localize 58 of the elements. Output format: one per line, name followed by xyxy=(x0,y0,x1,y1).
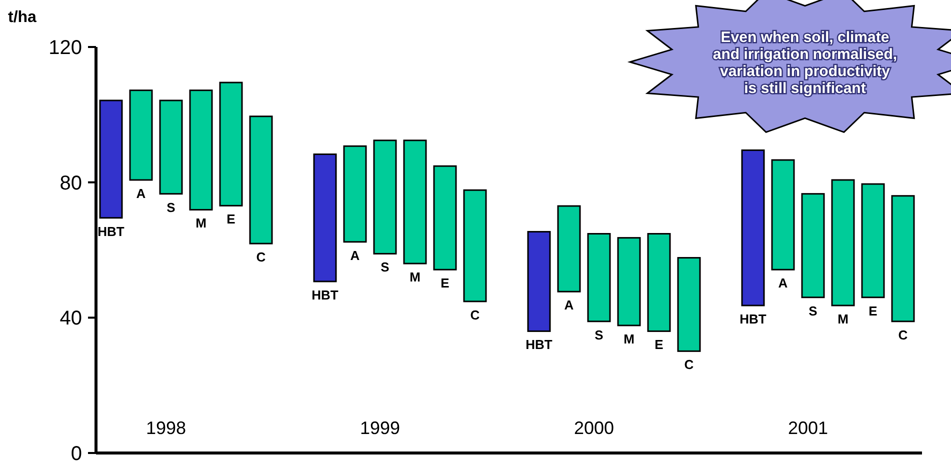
y-tick-label: 120 xyxy=(48,37,82,59)
series-label: A xyxy=(136,186,146,201)
annotation: Even when soil, climate and irrigation normalised, variation in productivity is still significant xyxy=(712,28,898,97)
x-tick-label: 2001 xyxy=(788,418,828,438)
text: S xyxy=(380,260,390,275)
bar xyxy=(771,159,795,270)
text: E xyxy=(440,276,450,291)
text: A xyxy=(350,248,360,263)
y-tick-label: 0 xyxy=(70,443,82,463)
text: HBT xyxy=(740,311,766,326)
bar xyxy=(159,100,183,195)
bar xyxy=(587,233,611,322)
text: A xyxy=(778,276,788,291)
bar xyxy=(219,82,243,206)
bar xyxy=(677,257,701,352)
bar xyxy=(861,183,885,298)
bar xyxy=(403,140,427,264)
bar xyxy=(831,179,855,306)
text: E xyxy=(868,303,878,318)
bar xyxy=(373,140,397,254)
text: A xyxy=(564,298,574,313)
bar xyxy=(891,195,915,322)
text: HBT xyxy=(526,337,552,352)
x-tick-label: 1999 xyxy=(360,418,400,438)
bar xyxy=(433,165,457,270)
text: C xyxy=(470,307,480,322)
text: M xyxy=(624,331,634,346)
bar xyxy=(249,116,273,244)
text: HBT xyxy=(312,287,338,302)
bar xyxy=(129,90,153,181)
text: C xyxy=(898,327,908,342)
text: S xyxy=(808,303,818,318)
bar xyxy=(557,205,581,292)
series-label: C xyxy=(256,250,266,265)
text: M xyxy=(410,270,420,285)
text: M xyxy=(838,311,848,326)
bar xyxy=(801,193,825,298)
bar xyxy=(189,90,213,210)
bar xyxy=(343,145,367,243)
series-label: HBT xyxy=(98,224,124,239)
y-tick-label: 40 xyxy=(60,308,82,330)
text: C xyxy=(684,357,694,372)
bar xyxy=(527,230,551,332)
y-tick-label: 80 xyxy=(60,172,82,194)
bar xyxy=(463,189,487,302)
bar xyxy=(313,154,337,282)
series-label: E xyxy=(226,212,236,227)
x-tick-label: 1998 xyxy=(146,418,186,438)
bar xyxy=(617,237,641,326)
series-label: S xyxy=(166,200,176,215)
text: S xyxy=(594,327,604,342)
bar xyxy=(741,149,765,306)
bar xyxy=(647,233,671,332)
y-axis-title: t/ha xyxy=(8,9,37,26)
x-tick-label: 2000 xyxy=(574,418,614,438)
series-label: M xyxy=(196,216,206,231)
bar xyxy=(99,100,123,219)
text: E xyxy=(654,337,664,352)
